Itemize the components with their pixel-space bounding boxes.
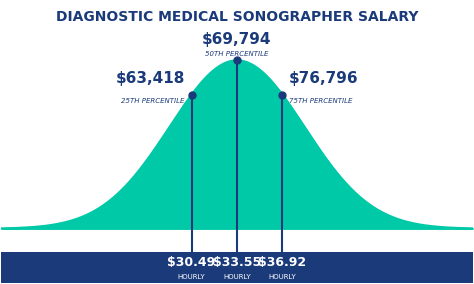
Text: $30.49: $30.49 <box>167 256 216 270</box>
FancyBboxPatch shape <box>1 252 473 283</box>
Text: DIAGNOSTIC MEDICAL SONOGRAPHER SALARY: DIAGNOSTIC MEDICAL SONOGRAPHER SALARY <box>56 10 418 24</box>
Text: HOURLY: HOURLY <box>223 273 251 279</box>
Text: $36.92: $36.92 <box>258 256 307 270</box>
Text: HOURLY: HOURLY <box>269 273 296 279</box>
Text: $76,796: $76,796 <box>289 71 359 86</box>
Text: 75TH PERCENTILE: 75TH PERCENTILE <box>289 98 353 104</box>
Text: $63,418: $63,418 <box>116 71 185 86</box>
Text: $69,794: $69,794 <box>202 32 272 47</box>
Text: $33.55: $33.55 <box>213 256 261 270</box>
Text: 25TH PERCENTILE: 25TH PERCENTILE <box>121 98 185 104</box>
Text: HOURLY: HOURLY <box>178 273 205 279</box>
Text: 50TH PERCENTILE: 50TH PERCENTILE <box>205 51 269 57</box>
